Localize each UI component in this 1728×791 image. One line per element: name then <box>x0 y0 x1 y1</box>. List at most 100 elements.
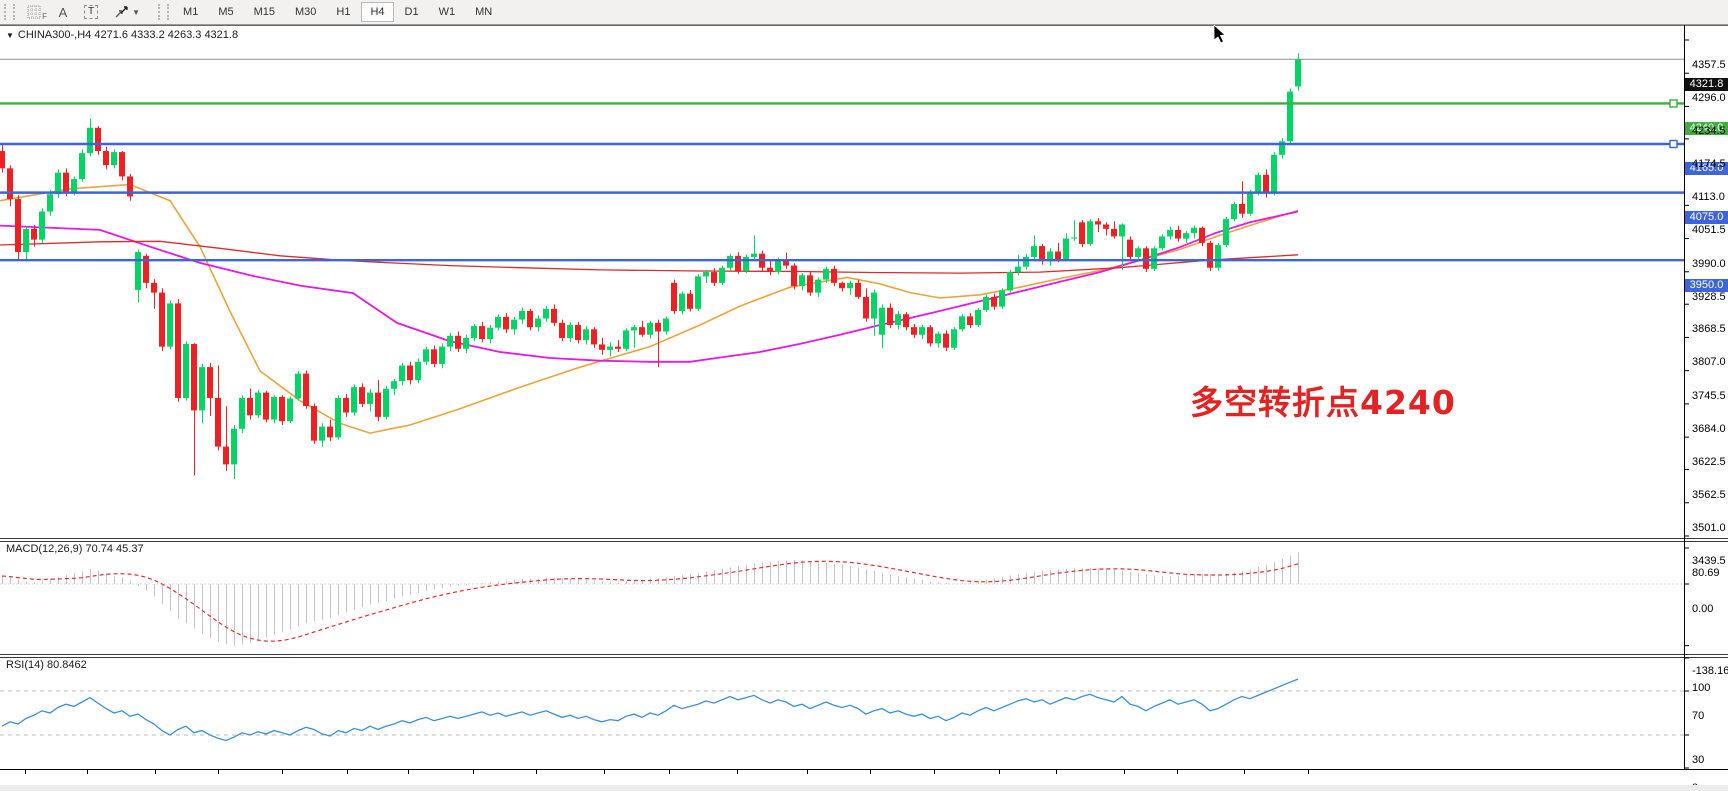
timeframe-button-M5[interactable]: M5 <box>209 2 242 22</box>
candle-body <box>719 267 725 283</box>
candle-body <box>55 172 61 195</box>
hline-handle[interactable] <box>1669 99 1678 108</box>
candle-body <box>1039 246 1045 262</box>
candle-body <box>191 343 197 411</box>
candle-body <box>1167 229 1173 237</box>
candle-body <box>903 314 909 328</box>
candle-body <box>847 282 853 289</box>
timeframe-button-M30[interactable]: M30 <box>286 2 325 22</box>
candle-body <box>295 373 301 399</box>
candle-body <box>927 327 933 344</box>
candle-body <box>335 397 341 438</box>
candle-body <box>631 327 637 331</box>
candle-body <box>111 152 117 166</box>
candle-body <box>991 296 997 307</box>
candle-body <box>1031 246 1037 257</box>
candle-body <box>727 255 733 268</box>
timeframe-group: M1 M5 M15 M30 H1 H4 D1 W1 MN <box>173 2 502 22</box>
candle-body <box>1207 242 1213 268</box>
candle-body <box>791 265 797 287</box>
candle-body <box>887 307 893 326</box>
candle-body <box>127 176 133 197</box>
candle-body <box>775 260 781 273</box>
candle-body <box>511 319 517 330</box>
candle-body <box>815 279 821 293</box>
candle-body <box>687 293 693 309</box>
candle-body <box>455 335 461 349</box>
candle-body <box>231 428 237 465</box>
candle-body <box>959 316 965 330</box>
candle-body <box>407 365 413 381</box>
candle-body <box>287 398 293 422</box>
toolbar-grip[interactable] <box>158 4 170 20</box>
candle-body <box>543 308 549 319</box>
candle-body <box>63 172 69 193</box>
candle-body <box>1127 239 1133 257</box>
candle-body <box>871 292 877 319</box>
timeframe-button-M15[interactable]: M15 <box>245 2 284 22</box>
candle-body <box>783 260 789 266</box>
candle-body <box>1119 224 1125 237</box>
candle-body <box>1183 233 1189 239</box>
candle-body <box>415 361 421 381</box>
hline-handle[interactable] <box>1669 139 1678 149</box>
timeframe-button-W1[interactable]: W1 <box>430 2 465 22</box>
candle-body <box>703 272 709 277</box>
chart-canvas[interactable] <box>0 25 1728 791</box>
timeframe-button-M1[interactable]: M1 <box>174 2 207 22</box>
candle-body <box>1047 251 1053 262</box>
candle-body <box>655 322 661 332</box>
candle-body <box>1103 224 1109 229</box>
candle-body <box>663 318 669 332</box>
candle-body <box>1071 237 1077 239</box>
timeframe-button-H1[interactable]: H1 <box>327 2 359 22</box>
candle-body <box>535 318 541 328</box>
timeframe-button-D1[interactable]: D1 <box>396 2 428 22</box>
candle-body <box>575 325 581 341</box>
candle-body <box>391 381 397 389</box>
ma-magenta <box>0 210 1299 363</box>
candle-body <box>15 199 21 253</box>
candle-body <box>0 151 5 169</box>
candle-body <box>1295 59 1301 87</box>
candle-body <box>1159 236 1165 249</box>
candle-body <box>527 310 533 328</box>
candle-body <box>519 310 525 320</box>
candle-body <box>919 327 925 335</box>
candle-body <box>911 327 917 335</box>
candle-body <box>799 275 805 287</box>
candle-body <box>647 322 653 335</box>
candle-body <box>767 267 773 273</box>
candle-body <box>895 314 901 326</box>
candle-body <box>1063 238 1069 260</box>
candle-body <box>1055 251 1061 260</box>
candle-body <box>1255 174 1261 193</box>
macd-signal-line <box>1 560 1299 642</box>
candle-body <box>591 329 597 345</box>
candle-body <box>983 296 989 310</box>
chart-grid-icon[interactable]: F <box>20 2 49 22</box>
candle-body <box>399 365 405 382</box>
candle-body <box>1239 203 1245 214</box>
candle-body <box>39 211 45 240</box>
candle-body <box>215 397 221 447</box>
candle-body <box>255 392 261 416</box>
timeframe-button-MN[interactable]: MN <box>466 2 501 22</box>
timeframe-button-H4[interactable]: H4 <box>361 2 394 22</box>
text-a-icon[interactable]: A <box>51 2 75 22</box>
candle-body <box>431 349 437 364</box>
candle-body <box>751 253 757 257</box>
text-label-icon[interactable]: T <box>77 2 105 22</box>
candle-body <box>495 316 501 328</box>
candle-body <box>87 127 93 154</box>
candle-body <box>471 326 477 338</box>
arrows-tool-icon[interactable]: ▼ <box>107 2 147 22</box>
candle-body <box>1175 229 1181 239</box>
dropdown-caret-icon[interactable]: ▼ <box>132 7 141 17</box>
candle-body <box>263 392 269 420</box>
toolbar-grip[interactable] <box>4 4 15 20</box>
candle-body <box>327 426 333 438</box>
toolbar: F A T ▼ M1 M5 M15 M30 H1 H4 D1 W1 MN <box>0 0 1728 25</box>
candle-body <box>559 322 565 338</box>
